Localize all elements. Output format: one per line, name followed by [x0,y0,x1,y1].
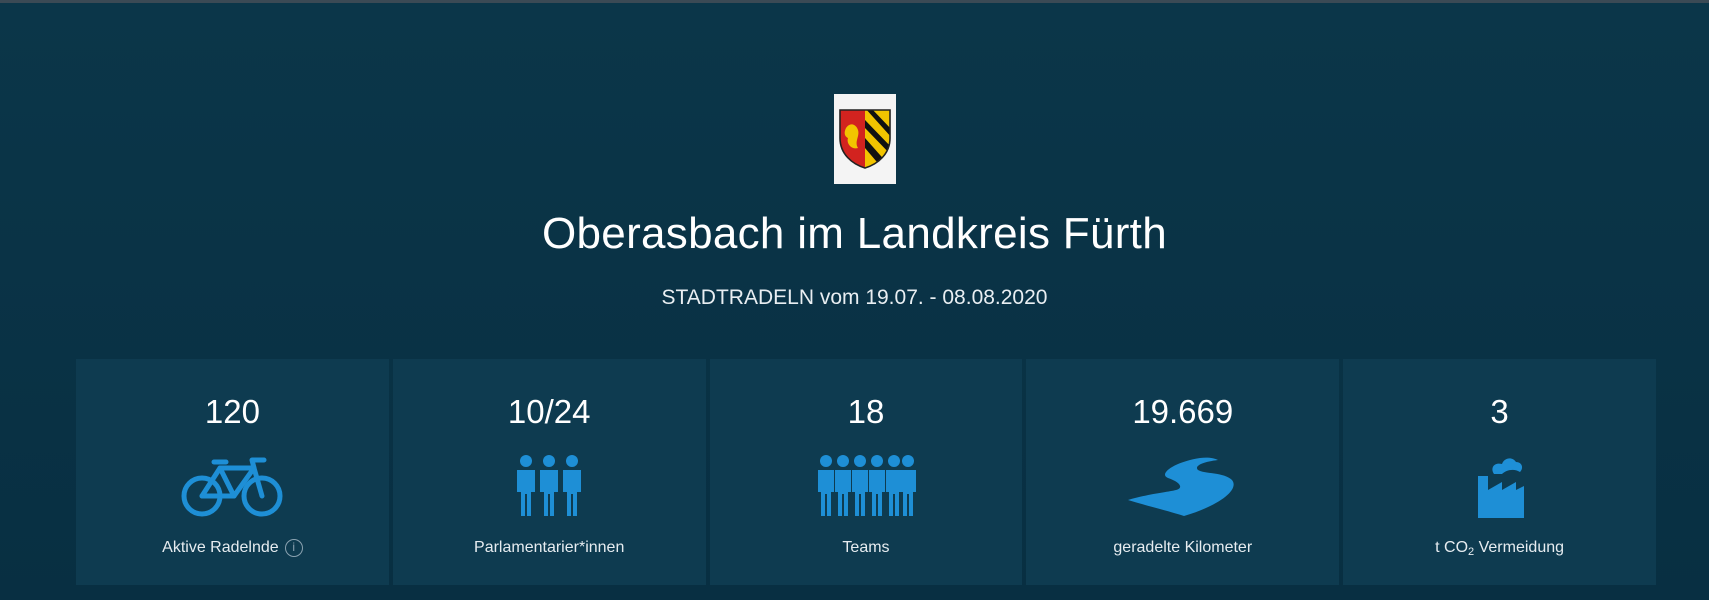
stats-page: Oberasbach im Landkreis Fürth STADTRADEL… [0,3,1709,600]
stat-label: Parlamentarier*innen [474,539,625,556]
stat-tile-active-cyclists: 120 Aktive Radelnde i [76,359,389,585]
top-border [0,0,1709,3]
stat-label: Aktive Radelnde i [76,539,389,557]
stat-value: 3 [1490,393,1509,430]
coat-of-arms-icon [834,94,896,184]
stat-label: geradelte Kilometer [1113,539,1253,556]
stat-value: 18 [847,393,885,430]
stat-tile-co2: 3 t CO2 Vermeidung [1343,359,1656,585]
stat-value: 10/24 [507,393,591,430]
stat-tile-parliamentarians: 10/24 Parlamentari [392,359,706,585]
stat-label: t CO2 Vermeidung [1343,539,1656,558]
factory-icon [1343,451,1656,521]
stat-value: 120 [204,393,260,430]
stat-tile-kilometers: 19.669 geradelte Kilometer [1026,359,1340,585]
bicycle-icon [76,451,389,521]
stat-label: Teams [842,539,890,556]
co2-label-prefix: t CO [1435,539,1469,556]
co2-label-subscript: 2 [1468,546,1475,558]
stat-value: 19.669 [1132,393,1234,430]
stats-tiles: 120 Aktive Radelnde i 10/24 [76,359,1656,585]
people-group-icon [393,451,706,521]
stat-label-text: Aktive Radelnde [162,539,279,556]
co2-label-suffix: Vermeidung [1474,539,1565,556]
stat-tile-teams: 18 Teams [709,359,1023,585]
teams-icon [710,451,1023,521]
page-title: Oberasbach im Landkreis Fürth [542,209,1167,258]
road-icon [1026,451,1339,521]
info-icon[interactable]: i [284,539,303,557]
stat-label-text: t CO2 Vermeidung [1435,539,1564,558]
page-subtitle: STADTRADELN vom 19.07. - 08.08.2020 [661,286,1048,309]
